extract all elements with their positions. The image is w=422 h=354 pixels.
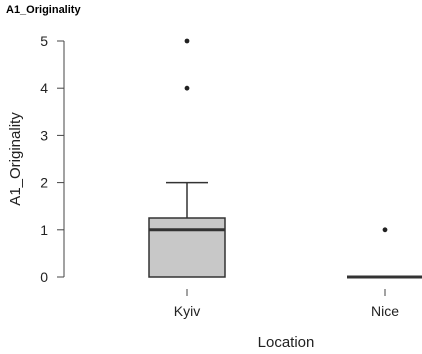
boxes — [148, 38, 422, 279]
axis-labels: Location A1_Originality — [7, 112, 314, 351]
outlier-point — [382, 227, 388, 233]
box-body — [148, 217, 226, 278]
y-tick-label: 3 — [40, 127, 48, 143]
outlier-point — [184, 38, 190, 44]
chart-title: A1_Originality — [6, 4, 81, 16]
y-tick-label: 1 — [40, 222, 48, 238]
outlier-point — [184, 85, 190, 91]
y-tick-label: 0 — [40, 269, 48, 285]
box-nice — [347, 227, 422, 279]
x-tick-label: Nice — [371, 303, 399, 319]
box-kyiv — [148, 38, 226, 278]
y-tick-label: 2 — [40, 175, 48, 191]
axes: 0 1 2 3 4 5 Kyiv Nice — [40, 33, 399, 319]
x-axis-label: Location — [258, 334, 315, 351]
x-tick-label: Kyiv — [174, 303, 200, 319]
y-axis-label: A1_Originality — [7, 112, 24, 206]
y-tick-label: 5 — [40, 33, 48, 49]
y-tick-label: 4 — [40, 80, 48, 96]
